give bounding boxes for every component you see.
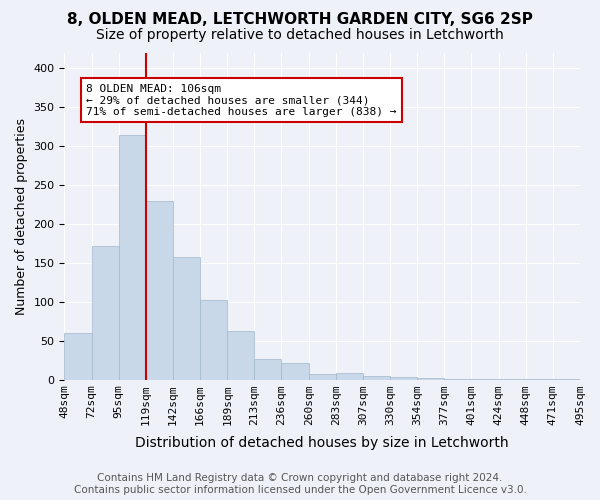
Text: Contains HM Land Registry data © Crown copyright and database right 2024.
Contai: Contains HM Land Registry data © Crown c… (74, 474, 526, 495)
Bar (92, 246, 119, 380)
Bar (227, 332, 254, 380)
X-axis label: Distribution of detached houses by size in Letchworth: Distribution of detached houses by size … (136, 436, 509, 450)
Bar (281, 363, 308, 380)
Bar (499, 378, 526, 380)
Bar (553, 378, 580, 380)
Text: Size of property relative to detached houses in Letchworth: Size of property relative to detached ho… (96, 28, 504, 42)
Text: 8, OLDEN MEAD, LETCHWORTH GARDEN CITY, SG6 2SP: 8, OLDEN MEAD, LETCHWORTH GARDEN CITY, S… (67, 12, 533, 28)
Bar (308, 374, 336, 380)
Bar (173, 258, 200, 380)
Bar (336, 372, 363, 380)
Bar (363, 376, 390, 380)
Bar (390, 377, 417, 380)
Bar (417, 378, 445, 380)
Bar (254, 360, 281, 380)
Y-axis label: Number of detached properties: Number of detached properties (15, 118, 28, 314)
Bar (200, 300, 227, 380)
Bar (526, 378, 553, 380)
Text: 8 OLDEN MEAD: 106sqm
← 29% of detached houses are smaller (344)
71% of semi-deta: 8 OLDEN MEAD: 106sqm ← 29% of detached h… (86, 84, 397, 117)
Bar (472, 378, 499, 380)
Bar (445, 378, 472, 380)
Bar (119, 135, 146, 380)
Bar (146, 201, 173, 380)
Bar (64, 333, 92, 380)
